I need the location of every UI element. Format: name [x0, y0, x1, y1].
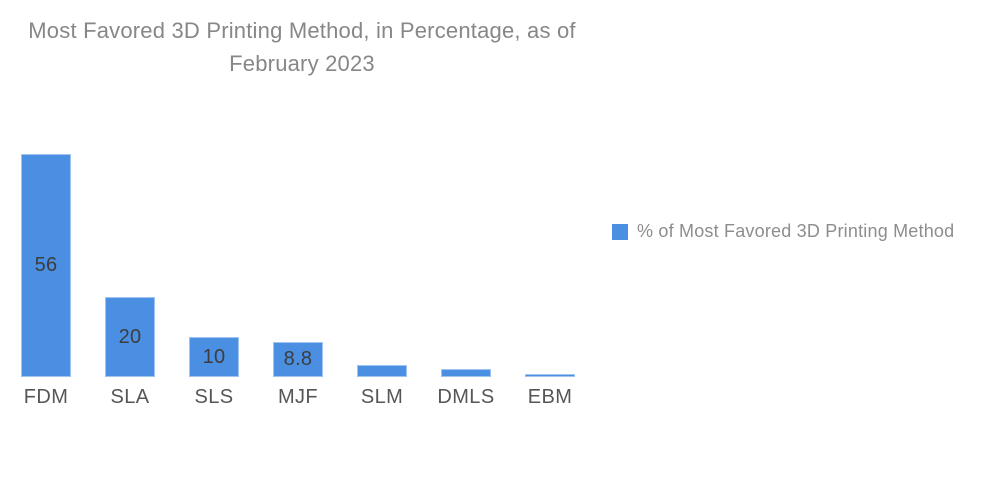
bar-slm: [357, 365, 407, 377]
bar-mjf: 8.8: [273, 342, 323, 377]
bar-value-label-mjf: 8.8: [283, 348, 313, 370]
x-axis-label-mjf: MJF: [277, 386, 319, 408]
chart-title: Most Favored 3D Printing Method, in Perc…: [0, 14, 604, 80]
bar-value-label-sls: 10: [202, 345, 226, 368]
x-axis-label-sls: SLS: [194, 386, 234, 408]
chart-title-line-2: February 2023: [229, 51, 375, 76]
x-axis-label-slm: SLM: [360, 386, 404, 408]
x-axis-label-ebm: EBM: [527, 386, 573, 408]
legend: % of Most Favored 3D Printing Method: [612, 221, 954, 242]
bar-sla: 20: [105, 297, 155, 377]
plot-area: 56 FDM 20 SLA 10 SLS 8.8 MJF SLM DMLS EBM: [21, 154, 575, 408]
x-axis-label-fdm: FDM: [23, 386, 69, 408]
chart-title-line-1: Most Favored 3D Printing Method, in Perc…: [28, 18, 576, 43]
bar-value-label-sla: 20: [118, 325, 142, 348]
legend-label: % of Most Favored 3D Printing Method: [637, 221, 955, 241]
bar-value-label-fdm: 56: [34, 254, 58, 276]
bar-sls: 10: [189, 337, 239, 377]
bar-dmls: [441, 369, 491, 377]
bar-fdm: 56: [21, 154, 71, 377]
legend-swatch-icon: [612, 223, 628, 240]
x-axis-label-dmls: DMLS: [437, 386, 495, 408]
x-axis-label-sla: SLA: [110, 386, 150, 408]
bar-ebm: [525, 374, 575, 377]
